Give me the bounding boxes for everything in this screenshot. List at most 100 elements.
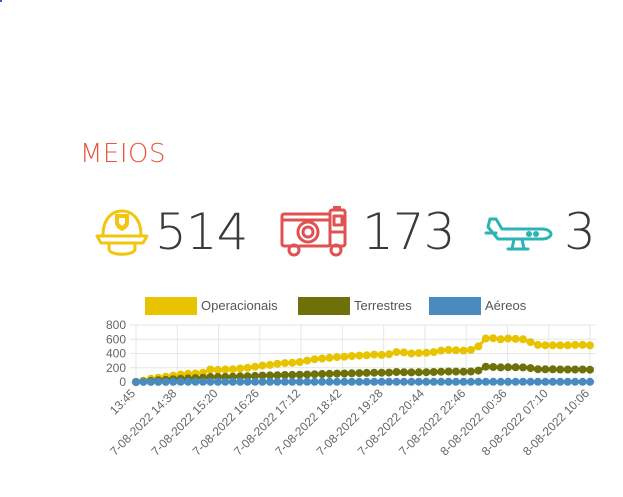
data-point [429,377,438,386]
data-point [362,351,371,360]
data-point [273,371,282,380]
data-point [519,377,527,386]
data-point [273,377,282,386]
data-point [519,363,527,372]
data-point [392,377,401,386]
data-point [399,348,408,357]
data-point [295,370,304,379]
data-point [385,368,393,377]
data-point [213,377,222,386]
data-point [318,354,327,363]
data-point [370,368,379,377]
data-point [213,365,222,374]
data-point [586,365,594,374]
legend-label[interactable]: Aéreos [485,298,527,313]
data-point [519,335,527,344]
data-point [481,377,490,386]
chart-series-layer [132,334,594,386]
data-point [280,371,289,379]
data-point [548,341,557,350]
data-point [310,355,319,364]
data-point [303,377,312,386]
data-point [481,362,490,371]
data-point [578,365,587,374]
data-point [325,377,334,386]
data-point [318,370,327,378]
data-point [466,377,475,386]
section-title: MEIOS [80,139,166,169]
data-point [533,340,542,349]
data-point [295,358,304,366]
data-point [474,377,483,386]
data-point [407,377,416,386]
data-point [184,377,193,386]
data-point [437,367,446,376]
data-point [355,369,364,378]
data-point [251,362,260,371]
data-point [422,348,431,357]
data-point [243,363,252,372]
data-point [258,377,267,386]
data-point [370,350,379,359]
legend-swatch[interactable] [429,297,481,315]
legend-label[interactable]: Operacionais [201,298,278,313]
y-tick-label: 200 [106,361,126,375]
data-point [414,377,423,386]
data-point [325,353,334,362]
data-point [444,345,453,354]
data-point [511,377,520,386]
data-point [206,365,215,374]
data-point [236,364,245,373]
data-point [385,350,393,359]
data-point [422,377,431,386]
data-point [355,377,364,386]
data-point [377,377,386,386]
data-point [228,365,237,374]
data-point [526,338,535,347]
data-point [586,341,594,350]
fire-truck-icon [280,206,347,257]
data-point [266,371,274,380]
y-tick-label: 600 [106,332,126,346]
data-point [266,360,274,369]
legend-swatch[interactable] [298,297,350,315]
airplane-icon [484,217,553,251]
data-point [437,346,446,355]
legend-swatch[interactable] [145,297,197,315]
data-point [288,358,297,367]
data-point [392,348,401,357]
data-point [437,377,446,386]
meios-line-chart: Operacionais Terrestres Aéreos 80060040020… [106,297,596,458]
legend-label[interactable]: Terrestres [354,298,412,313]
data-point [571,377,580,386]
corner-marker [0,0,2,2]
data-point [496,363,505,372]
data-point [511,334,520,343]
data-point [251,371,260,380]
data-point [541,377,550,386]
data-point [466,345,475,354]
data-point [347,377,356,386]
data-point [221,377,230,386]
data-point [459,346,468,355]
data-point [452,377,460,386]
data-point [407,368,416,377]
data-point [228,377,237,386]
stat-terrestres: 173 [278,200,455,264]
data-point [489,377,498,386]
data-point [154,377,163,386]
data-point [258,361,267,370]
data-point [563,377,572,386]
data-point [414,368,423,377]
data-point [236,377,245,386]
chart-legend: Operacionais Terrestres Aéreos [145,297,527,315]
data-point [176,377,185,386]
data-point [504,363,513,372]
data-point [556,365,565,374]
data-point [362,368,371,377]
data-point [429,348,438,357]
data-point [243,372,252,381]
data-point [266,377,274,386]
data-point [288,370,297,379]
data-point [459,377,468,386]
